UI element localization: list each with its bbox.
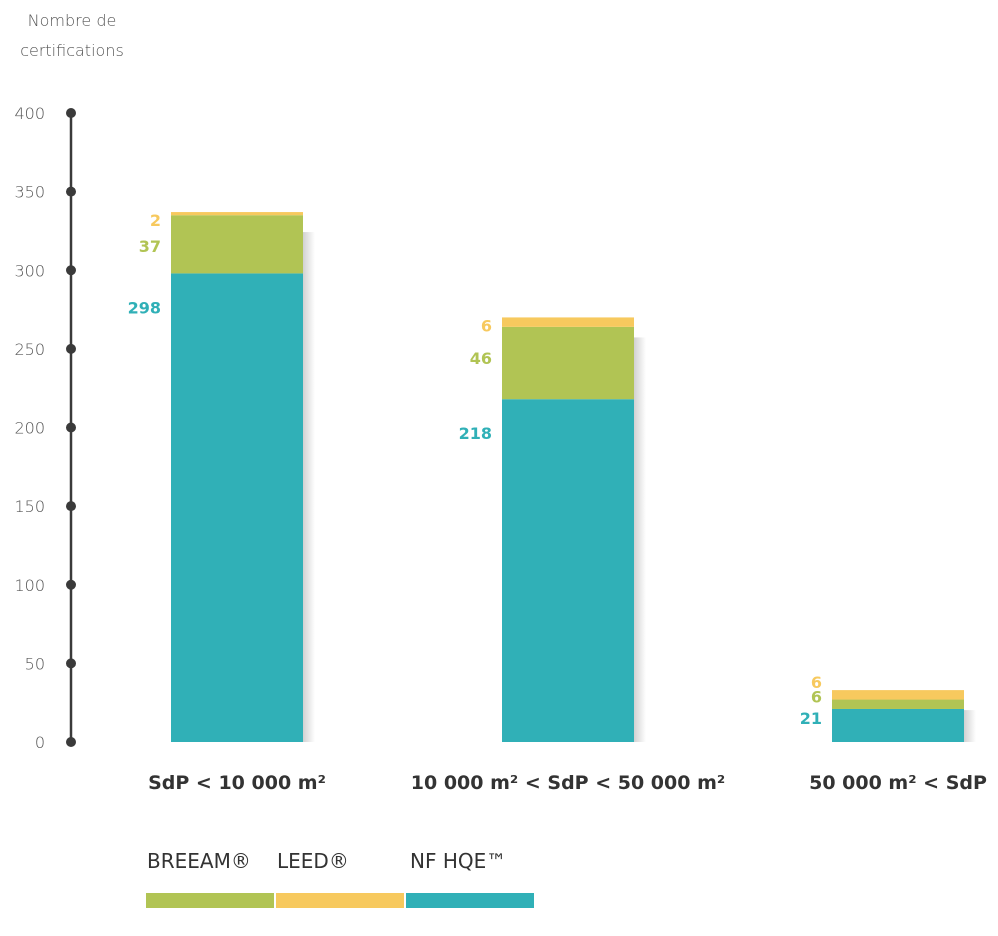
data-label: 218 (459, 424, 492, 443)
y-tick-dot (66, 343, 76, 354)
y-tick-dot (66, 737, 76, 747)
bar-segment (171, 273, 303, 742)
data-label: 6 (811, 688, 822, 707)
legend-swatch (276, 893, 404, 908)
y-tick-dot (66, 422, 76, 433)
bar-segment (832, 690, 964, 700)
category-labels: SdP < 10 000 m² 10 000 m² < SdP < 50 000 … (148, 772, 987, 794)
y-tick-label: 50 (25, 654, 45, 673)
legend-swatch (146, 893, 274, 908)
y-tick-dot (66, 579, 76, 590)
data-label: 2 (150, 211, 161, 230)
bar-segment (502, 326, 634, 400)
data-label: 6 (481, 316, 492, 335)
legend: BREEAM® LEED® NF HQE™ (146, 849, 534, 908)
y-tick-dot (66, 108, 76, 118)
y-tick-label: 400 (14, 104, 45, 123)
y-tick-label: 250 (14, 340, 45, 359)
category-label: SdP < 10 000 m² (148, 772, 326, 794)
y-axis-title-line-1: Nombre de (28, 11, 117, 30)
bar-segment (171, 215, 303, 274)
data-label: 37 (139, 237, 161, 256)
y-tick-dot (66, 186, 76, 197)
legend-swatch (406, 893, 534, 908)
y-tick-label: 150 (14, 497, 45, 516)
y-tick-label: 100 (14, 576, 45, 595)
bar-segment (502, 317, 634, 327)
category-label: 50 000 m² < SdP (809, 772, 987, 794)
y-tick-dot (66, 265, 76, 276)
bar-shadow (634, 337, 646, 742)
bar-segment (171, 212, 303, 216)
bar-shadow (303, 232, 315, 742)
y-axis: 0 50 100 150 200 250 300 350 400 (14, 104, 76, 752)
y-axis-title: Nombre de certifications (20, 11, 124, 60)
data-label: 21 (800, 709, 822, 728)
data-label: 46 (470, 349, 492, 368)
bar-shadow (964, 710, 976, 742)
y-tick-label: 200 (14, 419, 45, 438)
y-tick-dot (66, 501, 76, 512)
legend-label: BREEAM® (147, 849, 251, 873)
legend-label: LEED® (277, 849, 349, 873)
bar-segment (502, 399, 634, 742)
bar-segment (832, 708, 964, 742)
y-axis-title-line-2: certifications (20, 41, 124, 60)
legend-label: NF HQE™ (410, 849, 506, 873)
category-label: 10 000 m² < SdP < 50 000 m² (411, 772, 725, 794)
y-tick-label: 300 (14, 261, 45, 280)
y-tick-label: 0 (35, 733, 45, 752)
data-label: 298 (128, 298, 161, 317)
data-label: 6 (811, 673, 822, 692)
bar-segment (832, 699, 964, 709)
y-tick-dot (66, 658, 76, 669)
y-tick-label: 350 (14, 183, 45, 202)
